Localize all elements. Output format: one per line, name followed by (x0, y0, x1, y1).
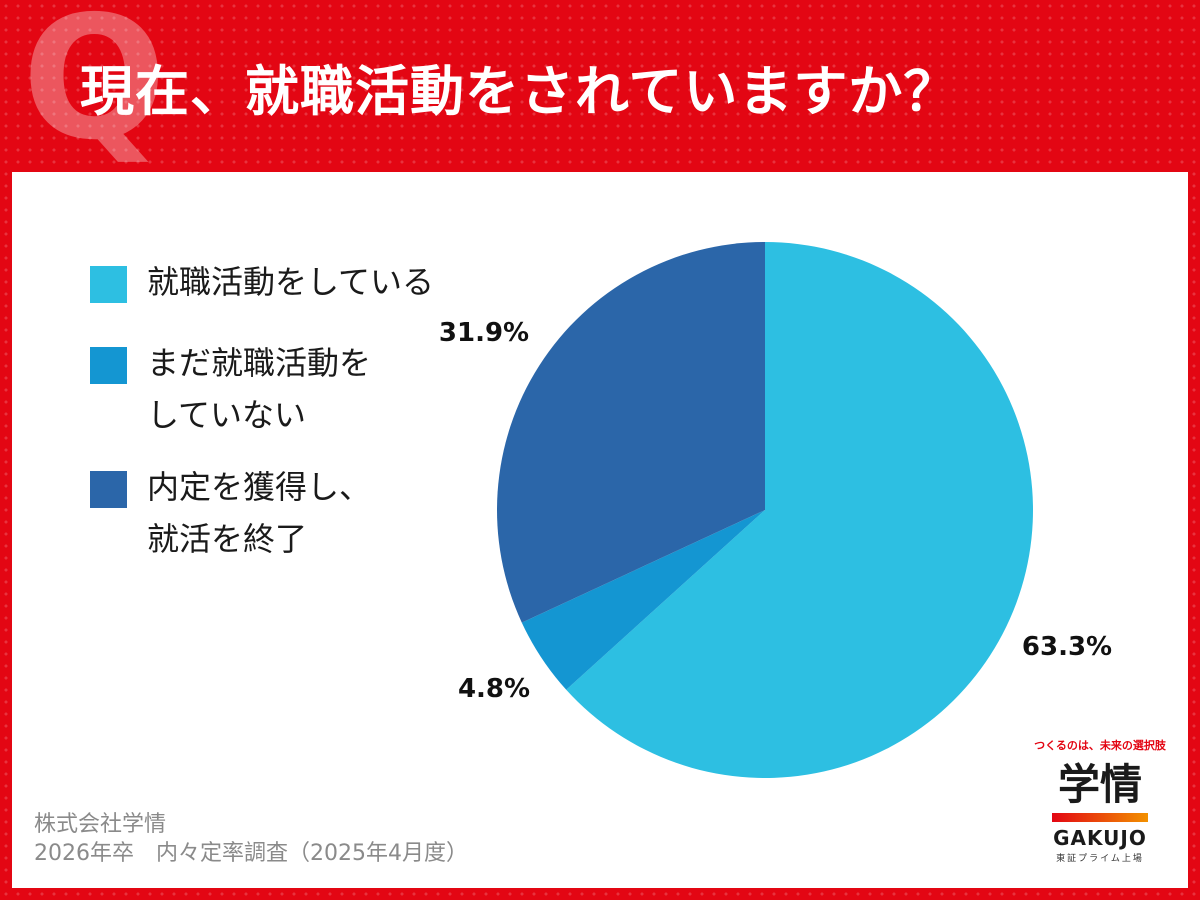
source-note: 株式会社学情 2026年卒 内々定率調査（2025年4月度） (34, 810, 468, 868)
legend-swatch (90, 471, 127, 508)
legend-swatch (90, 266, 127, 303)
legend-item-not-started: まだ就職活動を していない (90, 343, 507, 441)
legend-label: 就職活動をしている (147, 263, 435, 301)
pie-slice (497, 242, 765, 623)
legend-label: まだ就職活動を していない (147, 344, 372, 434)
pie-value-label: 4.8% (458, 674, 530, 704)
legend-item-finished: 内定を獲得し、 就活を終了 (90, 467, 507, 565)
logo-sub: 東証プライム上場 (1056, 854, 1144, 864)
q-mark: Q (22, 0, 167, 178)
logo-bar (1052, 813, 1148, 822)
pie-slice (566, 242, 1033, 778)
pie-slice (521, 510, 765, 690)
legend-label: 内定を獲得し、 就活を終了 (147, 468, 372, 558)
page-title: 現在、就職活動をされていますか？ (80, 60, 959, 123)
source-company: 株式会社学情 (34, 812, 167, 837)
source-survey: 2026年卒 内々定率調査（2025年4月度） (34, 841, 468, 866)
pie-value-label: 31.9% (439, 318, 529, 348)
pie-value-label: 63.3% (1022, 632, 1112, 662)
gakujo-logo: つくるのは、未来の選択肢 学情 GAKUJO 東証プライム上場 (1025, 737, 1175, 864)
legend-swatch (90, 347, 127, 384)
logo-en: GAKUJO (1053, 826, 1147, 850)
legend-item-active: 就職活動をしている (90, 262, 507, 308)
logo-main: 学情 (1057, 760, 1142, 809)
logo-tagline: つくるのは、未来の選択肢 (1034, 739, 1166, 752)
